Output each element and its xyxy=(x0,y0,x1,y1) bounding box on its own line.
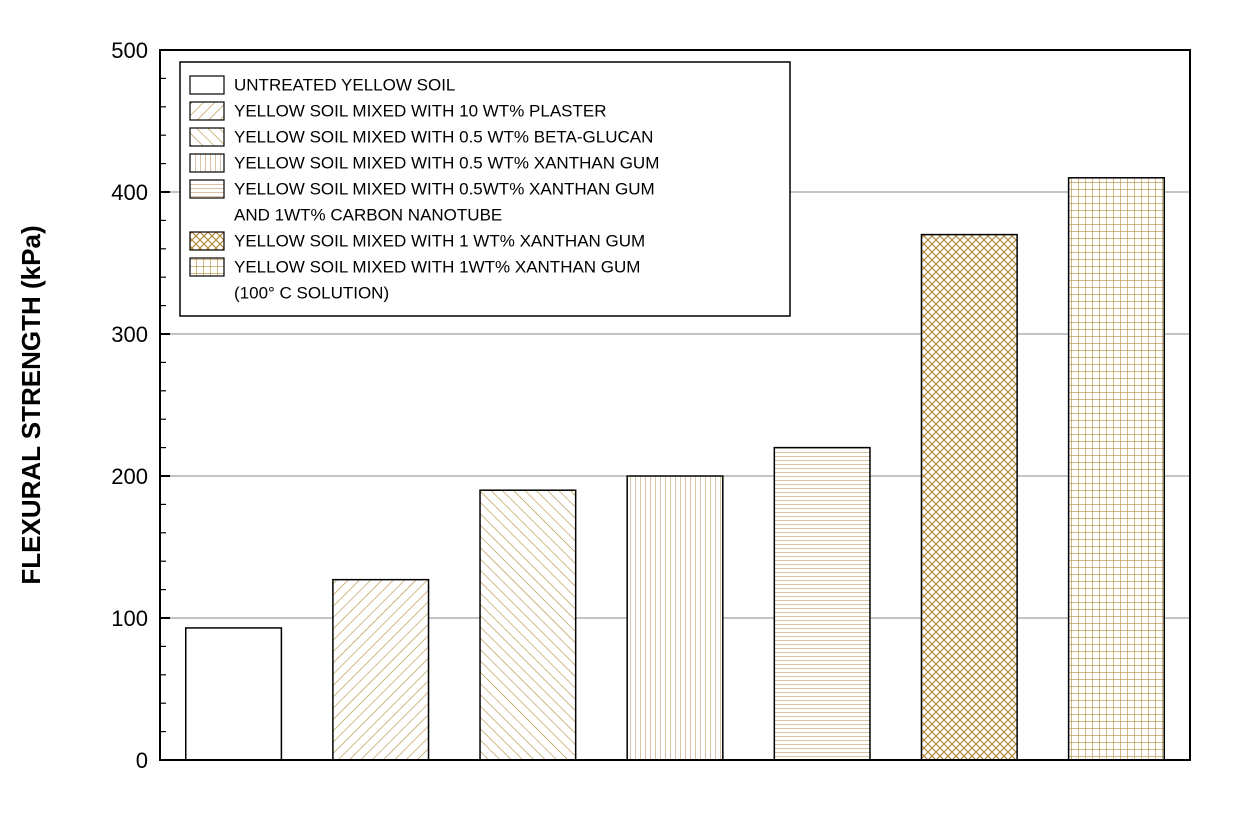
y-tick-label: 200 xyxy=(111,464,148,489)
legend-label: YELLOW SOIL MIXED WITH 1 WT% XANTHAN GUM xyxy=(234,232,645,251)
bar xyxy=(1069,178,1165,760)
bar xyxy=(921,235,1017,760)
y-tick-label: 500 xyxy=(111,38,148,63)
legend-label: YELLOW SOIL MIXED WITH 10 WT% PLASTER xyxy=(234,102,607,121)
legend-label: UNTREATED YELLOW SOIL xyxy=(234,76,455,95)
flexural-strength-bar-chart: 0 100 200 300 400 500 FLEXURAL STRENGTH (kPa) U… xyxy=(0,0,1240,825)
bar xyxy=(480,490,576,760)
bar xyxy=(627,476,723,760)
y-tick-label: 0 xyxy=(136,748,148,773)
legend-label: YELLOW SOIL MIXED WITH 0.5 WT% BETA-GLUC… xyxy=(234,128,653,147)
legend-label: AND 1WT% CARBON NANOTUBE xyxy=(234,206,502,225)
y-tick-label: 300 xyxy=(111,322,148,347)
legend-label: YELLOW SOIL MIXED WITH 0.5 WT% XANTHAN G… xyxy=(234,154,659,173)
legend-label: YELLOW SOIL MIXED WITH 1WT% XANTHAN GUM xyxy=(234,258,640,277)
legend-swatch xyxy=(190,154,224,172)
legend-swatch xyxy=(190,128,224,146)
bar xyxy=(774,448,870,760)
y-tick-label: 100 xyxy=(111,606,148,631)
legend-label: YELLOW SOIL MIXED WITH 0.5WT% XANTHAN GU… xyxy=(234,180,655,199)
y-tick-label: 400 xyxy=(111,180,148,205)
bar xyxy=(186,628,282,760)
chart-container: 0 100 200 300 400 500 FLEXURAL STRENGTH (kPa) U… xyxy=(0,0,1240,825)
legend-swatch xyxy=(190,232,224,250)
legend-swatch xyxy=(190,258,224,276)
legend-swatch xyxy=(190,180,224,198)
legend-label: (100° C SOLUTION) xyxy=(234,284,389,303)
legend-swatch xyxy=(190,76,224,94)
legend-swatch xyxy=(190,102,224,120)
y-axis-label: FLEXURAL STRENGTH (kPa) xyxy=(16,225,46,584)
bar xyxy=(333,580,429,760)
